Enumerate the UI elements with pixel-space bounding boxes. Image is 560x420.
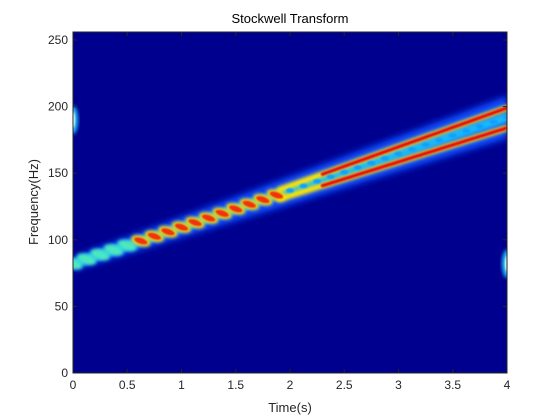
chirp-blob-core [134, 237, 148, 245]
chirp-blob [104, 244, 124, 256]
x-tick-label: 4 [504, 378, 511, 392]
y-tick-label: 50 [55, 299, 69, 313]
chirp-blob-core [215, 209, 229, 218]
chart-title: Stockwell Transform [231, 11, 348, 26]
chirp-blob-core [201, 214, 216, 222]
ridge-lower-red [320, 126, 507, 188]
x-tick-label: 2.5 [336, 378, 353, 392]
center-dot [394, 151, 403, 157]
chirp-blob-core [174, 223, 189, 231]
y-tick-label: 250 [48, 33, 68, 47]
y-tick-label: 100 [48, 233, 68, 247]
center-dot [489, 119, 498, 125]
x-tick-label: 1 [178, 378, 185, 392]
chirp-blob-core [161, 228, 175, 236]
chirp-blob-core [256, 196, 270, 204]
center-dot [353, 165, 362, 170]
x-axis-title: Time(s) [268, 400, 312, 415]
center-dot [448, 133, 457, 138]
chirp-blob-core [188, 218, 202, 227]
center-dot [313, 179, 322, 184]
x-tick-label: 0.5 [119, 378, 136, 392]
x-tick-label: 1.5 [227, 378, 244, 392]
chirp-blob-core [269, 191, 284, 199]
center-dot [503, 115, 507, 120]
center-dot [326, 174, 335, 179]
y-axis-ticks: 0 50 100 150 200 250 [48, 33, 507, 380]
x-tick-label: 3.5 [444, 378, 461, 392]
y-tick-label: 200 [48, 100, 68, 114]
ridge-upper-red [320, 106, 507, 176]
y-tick-label: 0 [61, 366, 68, 380]
heatmap-layer [73, 95, 507, 278]
center-dot [286, 188, 294, 193]
center-dot [299, 183, 308, 189]
center-dot [340, 169, 349, 175]
chirp-blob [76, 253, 97, 265]
center-dot [408, 147, 417, 152]
x-axis-ticks: 0 0.5 1 1.5 2 2.5 3 3.5 4 [70, 32, 511, 392]
chirp-blob [90, 248, 110, 261]
center-dot [421, 142, 430, 147]
center-dot [435, 137, 444, 143]
watermark: CSDN @蓝鲸与风 [446, 396, 552, 411]
center-dot [462, 128, 471, 134]
chirp-blob-core [229, 205, 243, 213]
chirp-blob [117, 239, 137, 252]
edge-artifact [73, 105, 78, 134]
chirp-blob-core [147, 232, 162, 240]
y-axis-title: Frequency(Hz) [26, 159, 41, 245]
center-dot [380, 156, 389, 161]
edge-artifact [502, 249, 507, 278]
y-tick-label: 150 [48, 166, 68, 180]
center-dot [367, 160, 376, 166]
chirp-blob-core [242, 200, 257, 208]
chirp-blob [73, 258, 83, 270]
x-tick-label: 3 [395, 378, 402, 392]
x-tick-label: 0 [70, 378, 77, 392]
center-dot [475, 124, 484, 129]
x-tick-label: 2 [287, 378, 294, 392]
